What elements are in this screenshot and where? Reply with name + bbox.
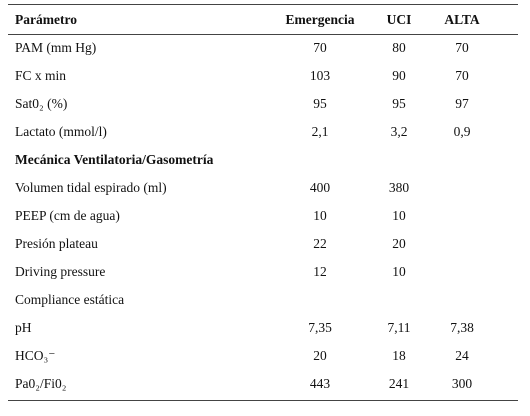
- value-cell: 20: [313, 348, 327, 363]
- value-cell: 7,35: [308, 320, 332, 335]
- value-cell: 380: [388, 180, 410, 195]
- row-label: Pa0₂/Fi0₂: [15, 376, 67, 391]
- row-label: Presión plateau: [15, 236, 98, 251]
- value-cell: 10: [392, 208, 406, 223]
- value-cell: 24: [455, 348, 469, 363]
- value-cell: 95: [392, 96, 406, 111]
- value-cell: 103: [309, 68, 331, 83]
- value-cell: 2,1: [311, 124, 329, 139]
- row-label: PEEP (cm de agua): [15, 208, 120, 223]
- value-cell: 3,2: [390, 124, 408, 139]
- value-cell: 20: [392, 236, 406, 251]
- row-label: PAM (mm Hg): [15, 40, 97, 55]
- header-cell: Emergencia: [285, 12, 355, 27]
- row-label: Compliance estática: [15, 292, 125, 307]
- value-cell: 10: [313, 208, 327, 223]
- value-cell: 241: [388, 376, 410, 391]
- value-cell: 18: [392, 348, 406, 363]
- row-label: pH: [15, 320, 32, 335]
- top-rule: [8, 4, 518, 5]
- value-cell: 22: [313, 236, 327, 251]
- bottom-rule: [8, 400, 518, 401]
- value-cell: 97: [455, 96, 469, 111]
- value-cell: 70: [313, 40, 327, 55]
- row-label: HCO₃⁻: [15, 348, 56, 363]
- value-cell: 90: [392, 68, 406, 83]
- value-cell: 95: [313, 96, 327, 111]
- section-heading: Mecánica Ventilatoria/Gasometría: [15, 152, 214, 167]
- value-cell: 70: [455, 40, 469, 55]
- header-cell: ALTA: [444, 12, 480, 27]
- value-cell: 0,9: [453, 124, 471, 139]
- value-cell: 80: [392, 40, 406, 55]
- row-label: Driving pressure: [15, 264, 106, 279]
- value-cell: 300: [451, 376, 473, 391]
- value-cell: 7,38: [450, 320, 474, 335]
- row-label: Lactato (mmol/l): [15, 124, 107, 139]
- row-label: Sat0₂ (%): [15, 96, 68, 111]
- header-rule: [8, 34, 518, 35]
- value-cell: 443: [309, 376, 331, 391]
- value-cell: 12: [313, 264, 327, 279]
- value-cell: 400: [309, 180, 331, 195]
- row-label: FC x min: [15, 68, 67, 83]
- value-cell: 70: [455, 68, 469, 83]
- header-cell: UCI: [386, 12, 412, 27]
- value-cell: 10: [392, 264, 406, 279]
- row-label: Volumen tidal espirado (ml): [15, 180, 167, 195]
- value-cell: 7,11: [387, 320, 411, 335]
- header-cell: Parámetro: [15, 12, 77, 27]
